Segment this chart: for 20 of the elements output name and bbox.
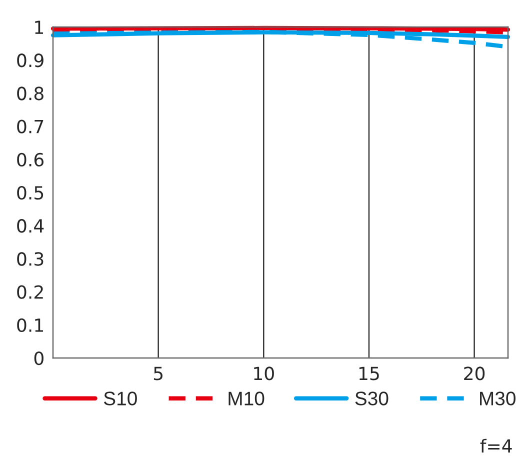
y-tick-label: 1 [35,20,43,34]
legend-label: S30 [355,392,388,406]
y-tick-label: 0 [34,351,44,366]
y-tick-label: 0.1 [17,318,43,332]
legend-label: S10 [104,392,137,406]
legend-label: M30 [480,392,516,406]
text: f=4 [480,438,512,453]
y-tick-label: 0.3 [17,252,44,266]
y-tick-label: 0.2 [17,285,43,299]
x-tick-label: 15 [359,366,379,380]
y-tick-label: 0.8 [17,86,44,100]
x-tick-label: 20 [464,366,485,380]
x-tick-label: 5 [154,366,162,380]
y-tick-label: 0.5 [17,186,44,200]
y-tick-label: 0.4 [17,219,44,233]
legend-label: M10 [228,392,264,406]
y-tick-label: 0.7 [17,120,44,134]
x-tick-label: 10 [254,366,274,380]
y-tick-label: 0.9 [17,54,44,68]
y-tick-label: 0.6 [17,152,44,167]
